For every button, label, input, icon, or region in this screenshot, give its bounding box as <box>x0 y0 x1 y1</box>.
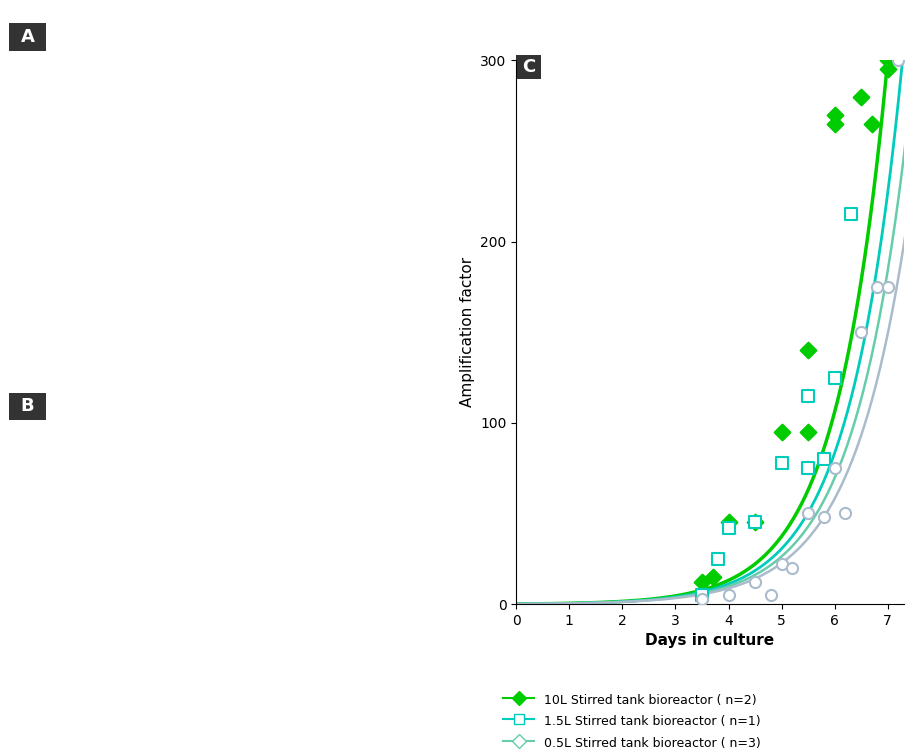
Point <box>891 54 905 66</box>
Point <box>827 462 842 474</box>
Point <box>827 371 842 384</box>
Point <box>800 426 815 438</box>
Point <box>748 516 762 528</box>
Text: C: C <box>522 58 536 76</box>
Text: A: A <box>20 28 35 46</box>
Point <box>774 426 789 438</box>
Point <box>800 462 815 474</box>
Point <box>705 571 720 583</box>
Point <box>694 576 709 588</box>
Bar <box>9 23 46 51</box>
Text: B: B <box>21 397 34 415</box>
Point <box>785 562 799 574</box>
Point <box>827 109 842 121</box>
Point <box>721 516 736 528</box>
Point <box>869 281 884 293</box>
Point <box>817 453 832 465</box>
Point <box>774 457 789 469</box>
Point <box>721 522 736 534</box>
Point <box>881 54 895 66</box>
Point <box>854 91 869 103</box>
Point <box>854 326 869 338</box>
Bar <box>516 55 541 79</box>
Point <box>800 344 815 356</box>
Point <box>748 516 762 528</box>
Point <box>694 589 709 601</box>
Point <box>838 507 853 519</box>
Point <box>881 63 895 76</box>
Bar <box>9 393 46 421</box>
Point <box>843 208 857 220</box>
Legend: 10L Stirred tank bioreactor ( n=2), 1.5L Stirred tank bioreactor ( n=1), 0.5L St: 10L Stirred tank bioreactor ( n=2), 1.5L… <box>503 692 762 755</box>
Y-axis label: Amplification factor: Amplification factor <box>460 257 475 407</box>
Point <box>864 118 879 130</box>
Point <box>827 118 842 130</box>
Point <box>774 558 789 570</box>
Point <box>711 553 726 565</box>
Point <box>800 507 815 519</box>
Point <box>748 576 762 588</box>
Point <box>763 589 778 601</box>
Point <box>881 281 895 293</box>
Point <box>721 589 736 601</box>
X-axis label: Days in culture: Days in culture <box>645 633 774 649</box>
Point <box>694 593 709 605</box>
Point <box>817 511 832 523</box>
Point <box>800 390 815 402</box>
